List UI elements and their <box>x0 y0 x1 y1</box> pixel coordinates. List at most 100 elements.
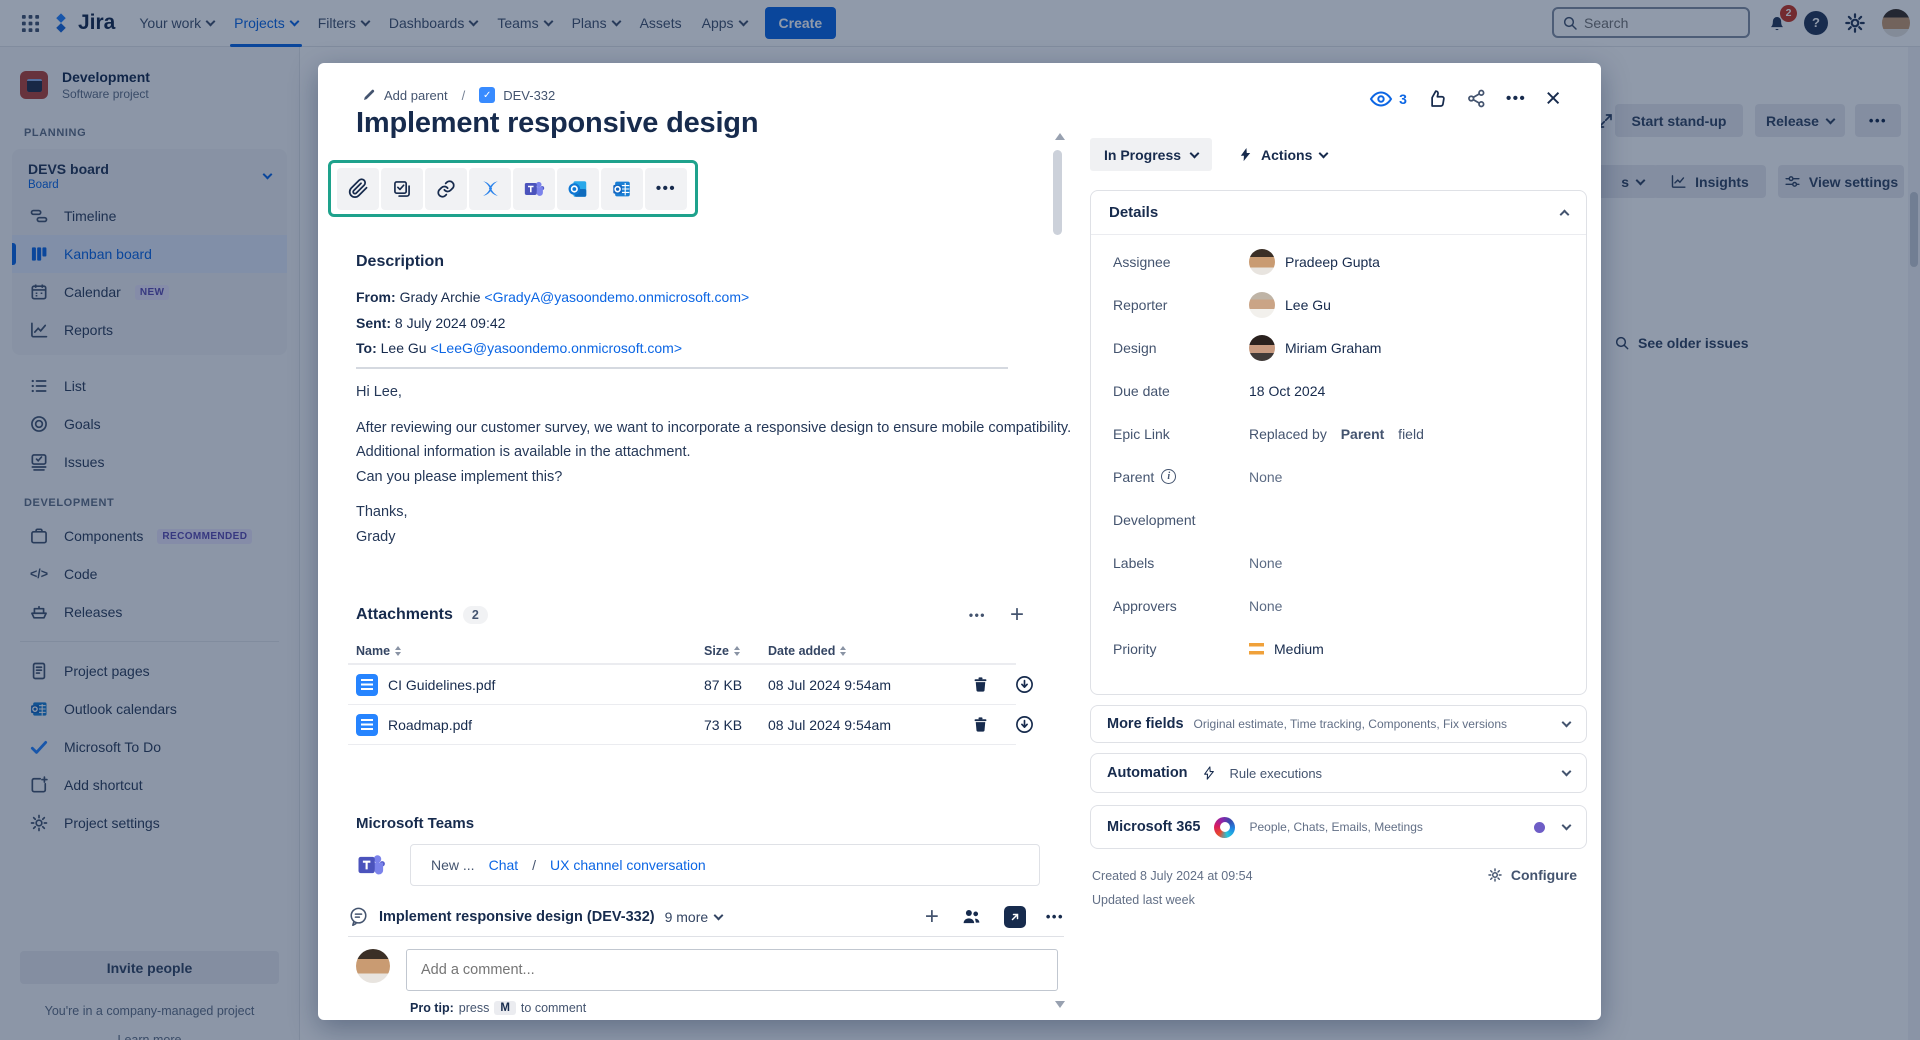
sidebar-item-add-shortcut[interactable]: Add shortcut <box>12 766 287 804</box>
to-email-link[interactable]: <LeeG@yasoondemo.onmicrosoft.com> <box>430 340 683 356</box>
open-in-teams-button[interactable] <box>1003 905 1026 928</box>
download-attachment-button[interactable] <box>1003 714 1045 735</box>
sidebar-item-calendar[interactable]: Calendar NEW <box>12 273 287 311</box>
search-input[interactable] <box>1584 14 1740 31</box>
scroll-up-arrow[interactable] <box>1055 133 1065 140</box>
nav-apps[interactable]: Apps <box>692 6 757 40</box>
teams-channel-link[interactable]: UX channel conversation <box>550 857 706 873</box>
learn-more-link[interactable]: Learn more <box>117 1033 182 1040</box>
column-size[interactable]: Size <box>704 644 768 658</box>
comment-input[interactable] <box>421 962 1043 978</box>
automation-panel[interactable]: Automation Rule executions <box>1090 753 1587 793</box>
share-button[interactable] <box>1466 88 1487 109</box>
issue-key[interactable]: DEV-332 <box>503 87 556 103</box>
actions-dropdown[interactable]: Actions <box>1238 147 1329 163</box>
user-avatar[interactable] <box>1882 8 1910 37</box>
modal-scrollbar-thumb[interactable] <box>1053 150 1062 235</box>
nav-your-work[interactable]: Your work <box>129 6 224 40</box>
approvers-value[interactable]: None <box>1249 597 1283 614</box>
m365-panel[interactable]: Microsoft 365 People, Chats, Emails, Mee… <box>1090 805 1587 849</box>
parent-value[interactable]: None <box>1249 468 1283 485</box>
outlook-calendar-button[interactable] <box>601 167 643 210</box>
sidebar-item-timeline[interactable]: Timeline <box>12 197 287 235</box>
add-people-icon[interactable] <box>961 906 982 927</box>
nav-plans[interactable]: Plans <box>562 6 630 40</box>
nav-dashboards[interactable]: Dashboards <box>379 6 488 40</box>
sidebar-item-components[interactable]: Components RECOMMENDED <box>12 517 287 555</box>
conversation-more-button[interactable]: ••• <box>1045 909 1064 924</box>
link-issue-button[interactable] <box>425 167 467 210</box>
add-conversation-button[interactable]: + <box>924 902 939 930</box>
sidebar-item-microsoft-todo[interactable]: Microsoft To Do <box>12 728 287 766</box>
toolbar-more-button[interactable]: ••• <box>645 167 687 210</box>
settings-gear-icon[interactable] <box>1844 12 1866 34</box>
nav-teams[interactable]: Teams <box>487 6 561 40</box>
start-standup-button[interactable]: Start stand-up <box>1615 104 1743 137</box>
jira-logo[interactable]: Jira <box>50 11 115 35</box>
board-more-button[interactable]: ••• <box>1855 104 1901 137</box>
delete-attachment-button[interactable] <box>958 715 1003 734</box>
download-attachment-button[interactable] <box>1003 674 1045 695</box>
add-parent-link[interactable]: Add parent <box>384 87 448 103</box>
page-scrollbar[interactable] <box>1908 47 1920 1040</box>
project-header[interactable]: Development Software project <box>0 47 299 111</box>
sidebar-item-project-settings[interactable]: Project settings <box>12 804 287 842</box>
watchers[interactable]: 3 <box>1369 87 1407 111</box>
teams-button[interactable] <box>513 167 555 210</box>
sidebar-item-project-pages[interactable]: Project pages <box>12 652 287 690</box>
delete-attachment-button[interactable] <box>958 675 1003 694</box>
expand-board-icon[interactable] <box>1596 112 1614 130</box>
more-fields-panel[interactable]: More fields Original estimate, Time trac… <box>1090 705 1587 743</box>
global-search[interactable] <box>1552 7 1750 38</box>
sidebar-item-reports[interactable]: Reports <box>12 311 287 349</box>
attach-button[interactable] <box>337 167 379 210</box>
create-button[interactable]: Create <box>764 7 837 39</box>
view-settings-button[interactable]: View settings <box>1778 165 1904 198</box>
conversation-title[interactable]: Implement responsive design (DEV-332) <box>379 908 655 925</box>
invite-people-button[interactable]: Invite people <box>20 951 279 984</box>
sidebar-item-code[interactable]: </> Code <box>29 566 98 582</box>
board-switcher[interactable]: DEVS board Board <box>12 153 287 197</box>
app-switcher-icon[interactable] <box>14 14 46 33</box>
details-header[interactable]: Details <box>1091 191 1586 235</box>
column-date-added[interactable]: Date added <box>768 644 958 658</box>
add-subtask-button[interactable] <box>381 167 423 210</box>
teams-chat-link[interactable]: Chat <box>488 857 519 873</box>
nav-filters[interactable]: Filters <box>308 6 379 40</box>
description-body[interactable]: Hi Lee, After reviewing our customer sur… <box>356 380 1104 549</box>
scroll-down-arrow[interactable] <box>1055 1001 1065 1008</box>
attachment-row[interactable]: CI Guidelines.pdf 87 KB 08 Jul 2024 9:54… <box>348 665 1033 705</box>
attachment-name[interactable]: Roadmap.pdf <box>388 716 473 733</box>
attachment-row[interactable]: Roadmap.pdf 73 KB 08 Jul 2024 9:54am <box>348 705 1033 745</box>
status-dropdown[interactable]: In Progress <box>1090 138 1213 171</box>
insights-button[interactable]: Insights <box>1653 165 1766 198</box>
configure-button[interactable]: Configure <box>1487 867 1577 883</box>
attachments-more-button[interactable]: ••• <box>968 608 986 622</box>
from-email-link[interactable]: <GradyA@yasoondemo.onmicrosoft.com> <box>484 289 750 305</box>
add-attachment-button[interactable]: + <box>1009 601 1024 628</box>
info-icon[interactable]: i <box>1161 469 1177 484</box>
sidebar-item-issues[interactable]: Issues <box>12 443 287 481</box>
attachment-name[interactable]: CI Guidelines.pdf <box>388 676 496 693</box>
outlook-email-button[interactable] <box>557 167 599 210</box>
nav-projects[interactable]: Projects <box>224 6 308 47</box>
column-name[interactable]: Name <box>356 644 704 658</box>
see-older-issues[interactable]: See older issues <box>1614 335 1749 351</box>
sidebar-item-releases[interactable]: Releases <box>12 593 287 631</box>
page-scrollbar-thumb[interactable] <box>1910 192 1918 267</box>
modal-more-button[interactable]: ••• <box>1505 90 1527 107</box>
help-button[interactable]: ? <box>1804 10 1828 35</box>
release-button[interactable]: Release <box>1755 104 1845 137</box>
notifications-button[interactable]: 2 <box>1766 4 1797 34</box>
nav-assets[interactable]: Assets <box>639 15 682 31</box>
conversation-more[interactable]: 9 more <box>665 909 724 925</box>
close-icon[interactable]: × <box>1545 83 1561 113</box>
sidebar-item-outlook-calendars[interactable]: Outlook calendars <box>12 690 287 728</box>
issue-title[interactable]: Implement responsive design <box>356 107 759 139</box>
app-x-button[interactable] <box>469 167 511 210</box>
sidebar-item-goals[interactable]: Goals <box>12 405 287 443</box>
sidebar-item-list[interactable]: List <box>12 367 287 405</box>
sidebar-item-kanban-board[interactable]: Kanban board <box>12 235 287 273</box>
due-date-value[interactable]: 18 Oct 2024 <box>1249 382 1326 399</box>
labels-value[interactable]: None <box>1249 554 1283 571</box>
